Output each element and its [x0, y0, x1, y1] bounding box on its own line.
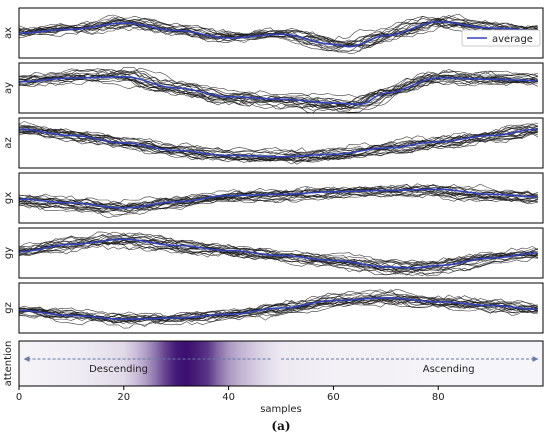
sample-curves: [19, 66, 538, 113]
panel-label: az: [3, 137, 14, 148]
panel-label: gz: [3, 302, 14, 314]
sample-line: [19, 188, 538, 216]
sample-line: [19, 299, 538, 324]
annotation-descending: Descending: [89, 364, 148, 375]
sample-line: [19, 186, 538, 209]
legend: average: [461, 29, 541, 47]
annotation-ascending: Ascending: [423, 364, 475, 375]
sample-line: [19, 15, 538, 47]
sensor-panels: ax average ay az gx gy gz: [3, 7, 544, 334]
panel-ay: ay: [3, 62, 544, 114]
x-tick-label: 60: [327, 392, 340, 403]
legend-label: average: [492, 34, 533, 45]
panel-frame: [18, 117, 544, 169]
average-line: [19, 76, 538, 106]
attention-panel: attention Descending Ascending: [3, 340, 544, 387]
sample-line: [19, 22, 538, 52]
panel-frame: [18, 7, 544, 59]
panel-gy: gy: [3, 227, 544, 279]
average-line: [19, 188, 538, 209]
sample-line: [19, 127, 538, 162]
panel-gz: gz: [3, 282, 544, 334]
panel-gx: gx: [3, 172, 544, 224]
panel-frame: [18, 282, 544, 334]
sample-line: [19, 186, 538, 211]
average-line: [19, 128, 538, 158]
sample-line: [19, 236, 538, 275]
sample-line: [19, 232, 538, 266]
sample-line: [19, 191, 538, 210]
sample-curves: [19, 183, 538, 219]
sample-line: [19, 128, 538, 165]
sample-line: [19, 67, 538, 107]
sample-line: [19, 130, 538, 163]
x-tick-label: 20: [117, 392, 130, 403]
x-axis-label: samples: [260, 404, 302, 415]
sample-line: [19, 66, 538, 106]
attention-heatmap: [19, 341, 543, 386]
panel-label: gx: [3, 192, 14, 204]
sample-line: [19, 235, 538, 265]
panel-az: az: [3, 117, 544, 169]
panel-label: gy: [3, 247, 14, 259]
average-line: [19, 238, 538, 269]
panel-label: ax: [3, 27, 14, 39]
attention-frame: [18, 340, 544, 387]
sample-line: [19, 79, 538, 108]
legend-box: [461, 29, 541, 47]
sample-curves: [19, 13, 538, 55]
sample-line: [19, 130, 538, 163]
panel-ax: ax average: [3, 7, 544, 59]
sample-line: [19, 190, 538, 214]
sample-line: [19, 232, 538, 265]
sample-line: [19, 239, 538, 264]
sample-line: [19, 21, 538, 52]
x-tick-label: 0: [16, 392, 22, 403]
attention-label: attention: [3, 341, 14, 387]
figure-caption: (a): [271, 419, 290, 433]
average-line: [19, 297, 538, 321]
average-line: [19, 20, 538, 48]
panel-label: ay: [3, 82, 14, 94]
x-tick-label: 80: [432, 392, 445, 403]
sample-line: [19, 192, 538, 212]
panel-frame: [18, 62, 544, 114]
sample-curves: [19, 121, 538, 165]
x-axis: 0 20 40 60 80: [16, 386, 445, 403]
sample-line: [19, 191, 538, 213]
panel-frame: [18, 227, 544, 279]
sample-curves: [19, 231, 538, 277]
sample-line: [19, 72, 538, 109]
sample-line: [19, 77, 538, 109]
sample-line: [19, 184, 538, 207]
sample-line: [19, 126, 538, 155]
panel-frame: [18, 172, 544, 224]
sample-line: [19, 75, 538, 110]
x-tick-label: 40: [222, 392, 235, 403]
